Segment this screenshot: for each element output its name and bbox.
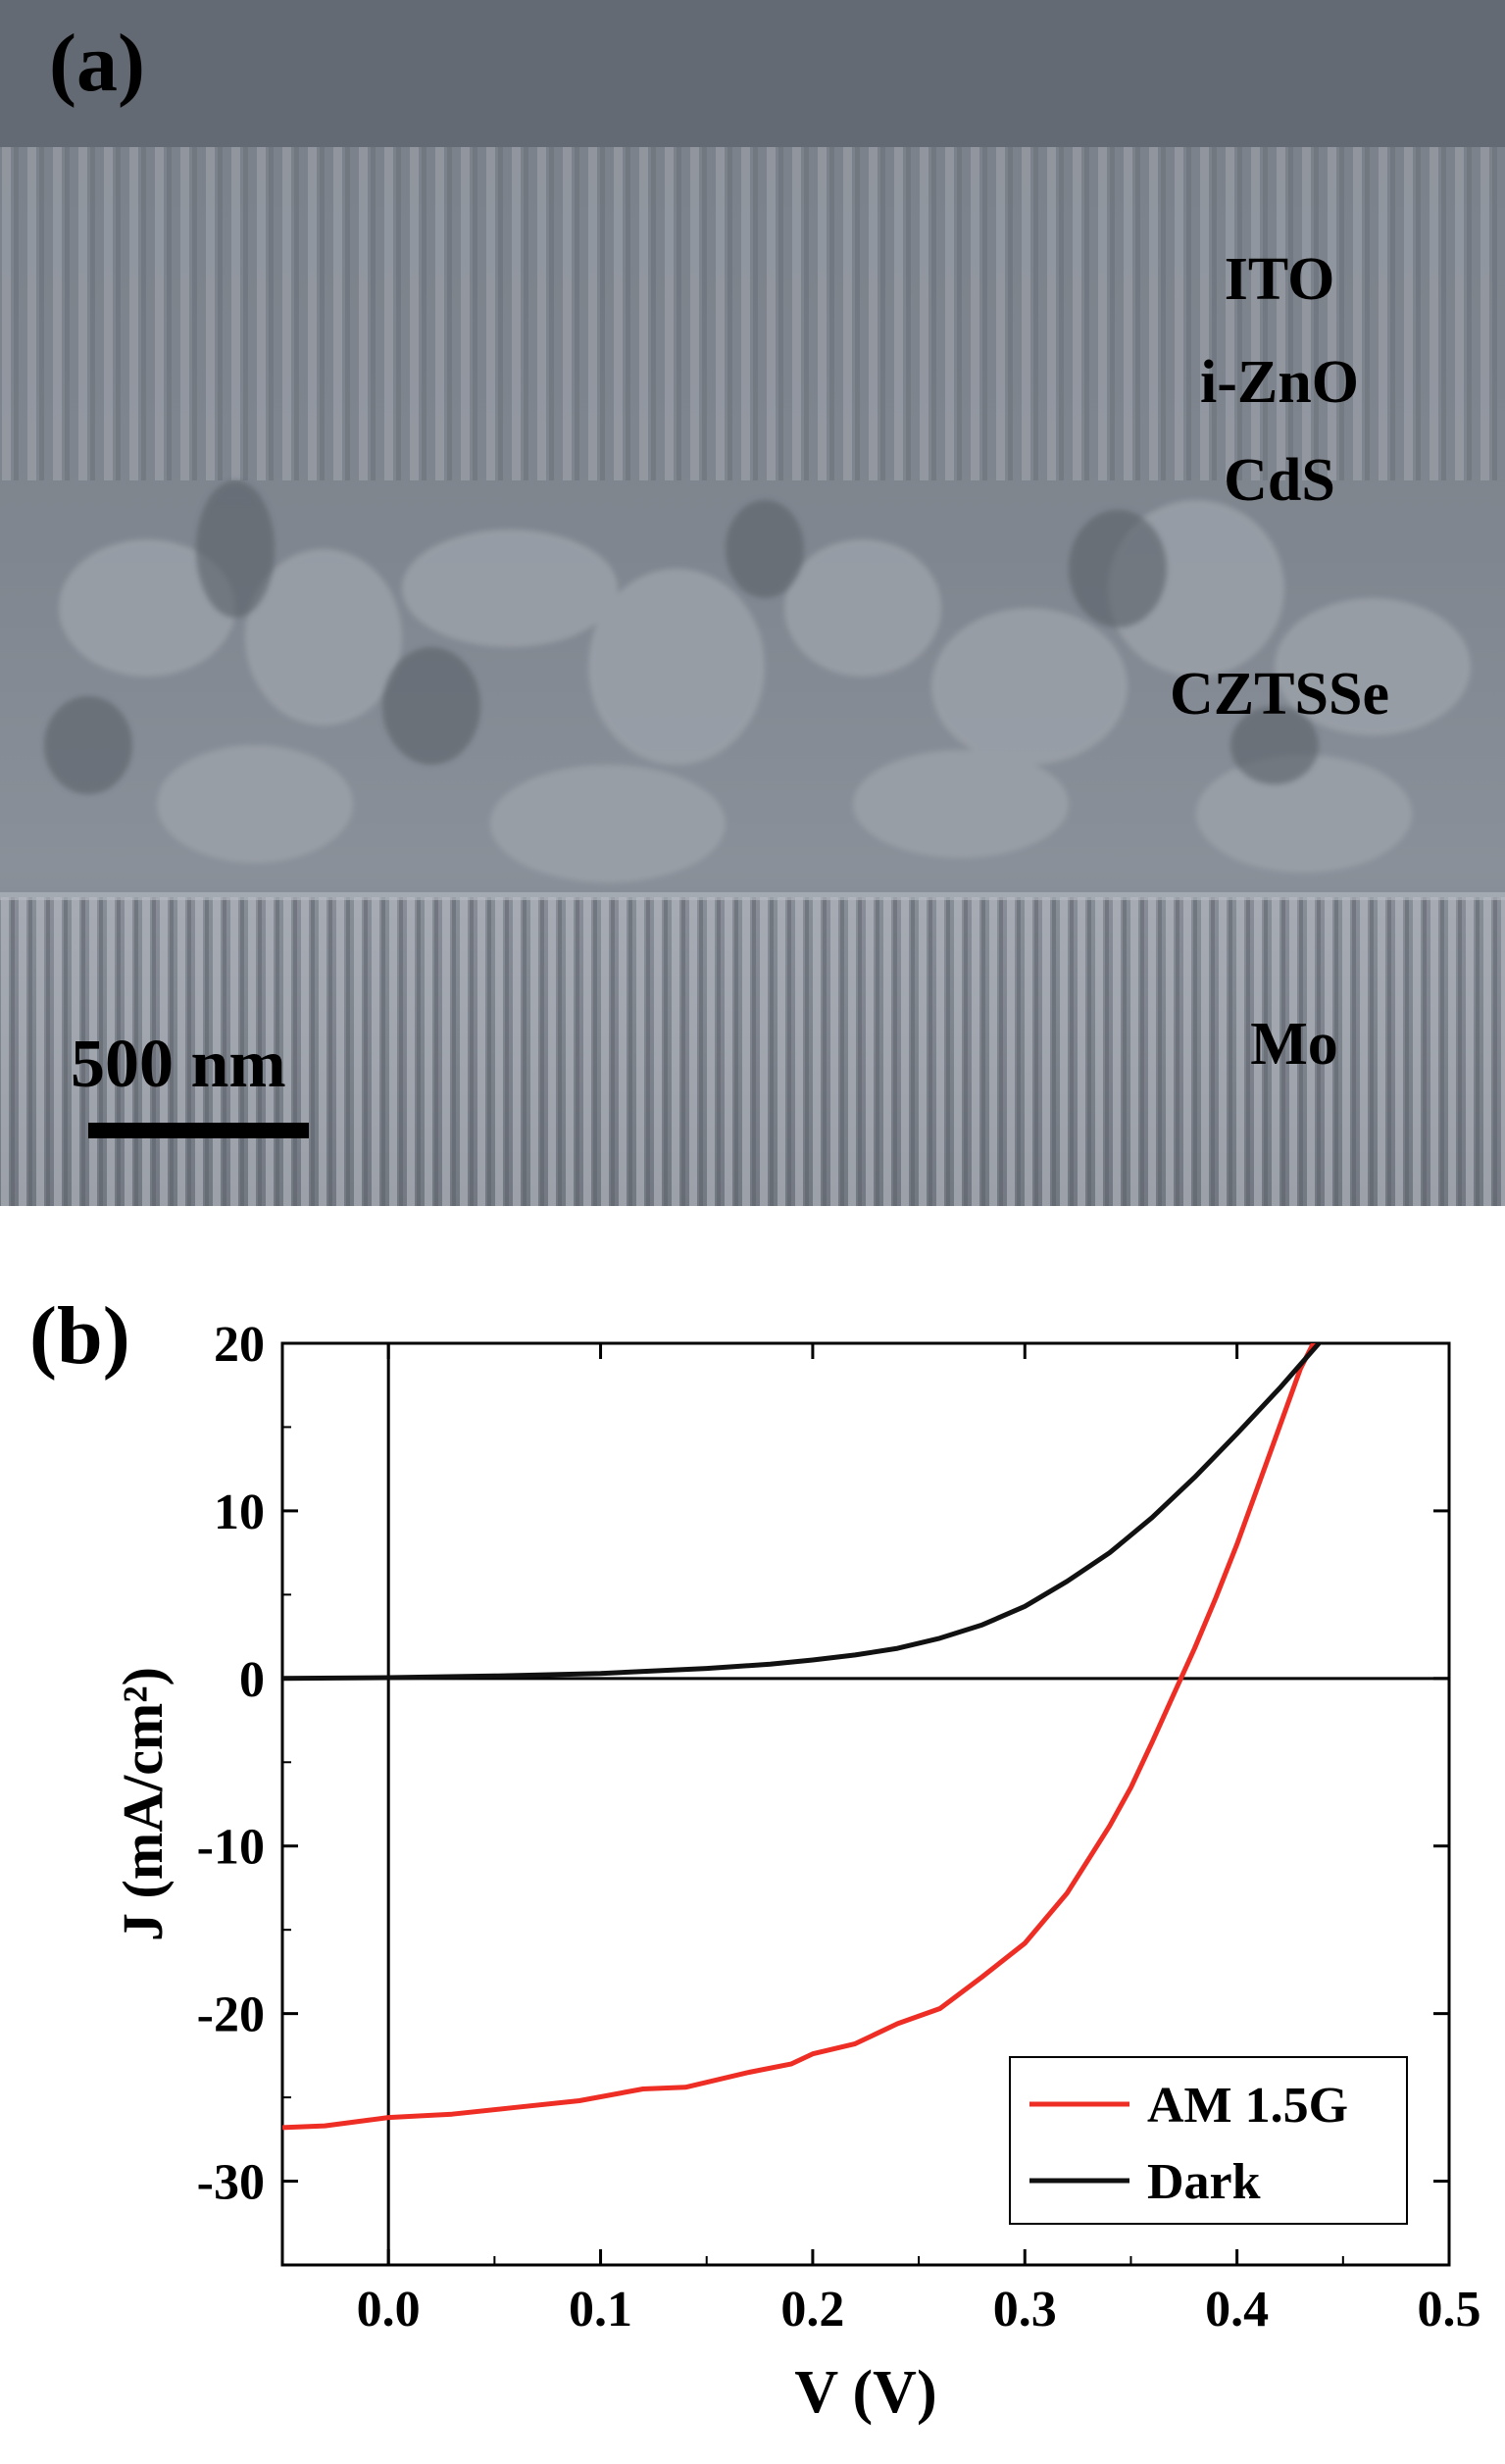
y-tick-label: 10 <box>214 1484 265 1540</box>
legend-label-am-1-5g: AM 1.5G <box>1147 2078 1348 2134</box>
y-tick-label: 20 <box>214 1317 265 1373</box>
jv-chart-panel: (b) 0.0 0.1 0.2 0.3 0.4 0.5 -30 -20 -10 0 10 20 AM 1… <box>0 1216 1505 2459</box>
y-tick-label: -20 <box>197 1987 265 2043</box>
y-tick-label: -30 <box>197 2155 265 2211</box>
scale-bar <box>88 1123 309 1138</box>
x-tick-label: 0.0 <box>357 2282 421 2338</box>
y-tick-label: 0 <box>239 1652 265 1708</box>
sem-cross-section-panel: (a) ITO i-ZnO CdS CZTSSe Mo 500 nm <box>0 0 1505 1206</box>
legend-box <box>1009 2056 1408 2225</box>
jv-chart: (b) 0.0 0.1 0.2 0.3 0.4 0.5 -30 -20 -10 0 10 20 AM 1… <box>29 1290 1481 2426</box>
series-line-am-1-5g <box>282 1343 1317 2131</box>
x-axis-title: V (V) <box>794 2359 936 2426</box>
layer-label-cds: CdS <box>1224 447 1335 514</box>
scale-bar-label: 500 nm <box>71 1027 286 1102</box>
x-tick-label: 0.5 <box>1418 2282 1481 2338</box>
series-line-dark <box>282 1343 1323 1682</box>
legend-label-dark: Dark <box>1147 2154 1261 2210</box>
x-tick-label: 0.3 <box>993 2282 1057 2338</box>
layer-label-cztsse: CZTSSe <box>1170 661 1389 728</box>
x-tick-label: 0.1 <box>569 2282 632 2338</box>
y-axis-title: J (mA/cm²) <box>111 1667 175 1941</box>
panel-b-label: (b) <box>29 1290 130 1382</box>
panel-a-label: (a) <box>49 18 145 109</box>
sem-image: (a) ITO i-ZnO CdS CZTSSe Mo 500 nm <box>0 0 1505 1206</box>
layer-label-izno: i-ZnO <box>1200 349 1359 416</box>
plot-frame <box>280 1341 1451 2267</box>
x-tick-label: 0.4 <box>1205 2282 1269 2338</box>
layer-label-mo: Mo <box>1250 1011 1338 1078</box>
x-tick-label: 0.2 <box>780 2282 844 2338</box>
y-tick-label: -10 <box>197 1820 265 1876</box>
layer-label-ito: ITO <box>1225 246 1335 313</box>
